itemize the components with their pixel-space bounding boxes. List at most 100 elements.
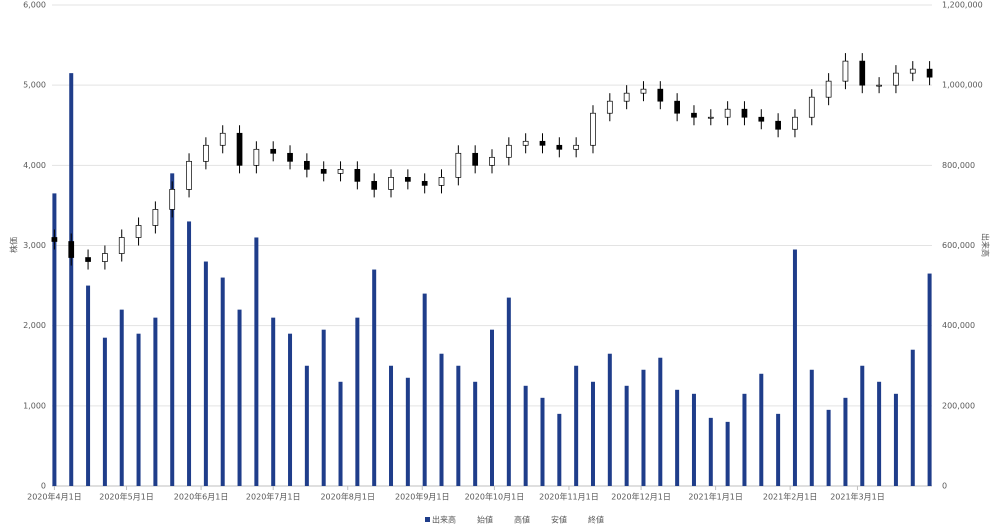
candle-body — [623, 92, 630, 102]
x-tick-label: 2020年10月1日 — [465, 492, 525, 502]
volume-bar — [405, 377, 410, 486]
volume-bar — [826, 409, 831, 486]
candle-body — [808, 96, 815, 118]
volume-bar — [893, 393, 898, 486]
candle-body — [320, 168, 327, 174]
volume-bar — [439, 353, 444, 486]
candle-body — [371, 181, 378, 190]
x-tick-label: 2020年5月1日 — [99, 492, 154, 502]
candle-body — [472, 152, 479, 166]
candle-body — [590, 112, 596, 146]
volume-bar — [119, 309, 124, 486]
volume-bar — [557, 413, 562, 486]
volume-bar — [304, 365, 309, 486]
y-tick-label: 6,000 — [23, 1, 46, 10]
candle-body — [236, 132, 243, 166]
volume-bar — [456, 365, 461, 486]
candle-body — [640, 88, 647, 94]
volume-bar — [506, 297, 511, 486]
volume-bar — [203, 261, 208, 486]
volume-bar — [523, 385, 528, 486]
volume-bar — [237, 309, 242, 486]
y2-tick-label: 1,200,000 — [942, 1, 983, 10]
y2-tick-label: 200,000 — [942, 401, 975, 410]
legend-label: 始値 — [477, 515, 493, 525]
volume-bar — [759, 373, 764, 486]
volume-bar — [372, 269, 377, 486]
x-tick-label: 2020年7月1日 — [246, 492, 301, 502]
candle-body — [556, 144, 563, 150]
y-tick-label: 2,000 — [23, 321, 46, 330]
volume-bar — [102, 337, 107, 486]
volume-bar — [422, 293, 427, 486]
candle-body — [337, 168, 344, 174]
candle-body — [893, 72, 899, 86]
legend-label: 終値 — [588, 515, 604, 525]
volume-bar — [927, 273, 932, 486]
volume-bar — [338, 381, 343, 486]
candle-body — [909, 68, 916, 74]
legend-swatch — [425, 517, 430, 522]
x-tick-label: 2020年12月1日 — [611, 492, 671, 502]
candle-body — [85, 257, 91, 262]
volume-bar — [675, 389, 680, 486]
candle-body — [522, 140, 529, 146]
volume-bar — [271, 317, 276, 486]
candle-body — [674, 100, 680, 114]
candle-body — [169, 189, 176, 210]
volume-bar — [254, 237, 259, 486]
volume-bar — [321, 329, 326, 486]
y2-tick-label: 1,000,000 — [942, 81, 983, 90]
y-tick-label: 1,000 — [23, 401, 46, 410]
legend-label: 出来高 — [432, 515, 456, 525]
y-tick-label: 0 — [41, 482, 46, 491]
candle-body — [118, 237, 125, 254]
volume-bar — [574, 365, 579, 486]
volume-bar — [153, 317, 158, 486]
x-tick-label: 2020年8月1日 — [320, 492, 375, 502]
legend-label: 安値 — [551, 515, 567, 525]
x-tick-label: 2021年1月1日 — [688, 492, 743, 502]
y-tick-label: 3,000 — [23, 241, 46, 250]
candle-body — [606, 100, 613, 114]
y2-axis-title: 出来高 — [981, 233, 991, 257]
candle-body — [455, 152, 462, 178]
x-tick-label: 2020年11月1日 — [539, 492, 599, 502]
volume-bar — [658, 357, 663, 486]
candle-body — [287, 152, 293, 162]
y2-tick-label: 400,000 — [942, 321, 975, 330]
x-tick-label: 2020年9月1日 — [395, 492, 450, 502]
volume-bar — [187, 221, 192, 486]
volume-bar — [792, 249, 797, 486]
candle-body — [741, 108, 748, 118]
candle-body — [573, 144, 580, 150]
volume-bar — [86, 285, 91, 486]
volume-bar — [288, 333, 293, 486]
candle-body — [825, 80, 832, 98]
candle-body — [859, 60, 866, 86]
volume-bar — [910, 349, 915, 486]
x-tick-label: 2021年2月1日 — [763, 492, 818, 502]
candle-body — [135, 225, 142, 238]
volume-bar — [170, 173, 175, 486]
candle-body — [186, 160, 192, 190]
volume-bar — [877, 381, 882, 486]
candle-body — [539, 140, 546, 146]
volume-bar — [136, 333, 141, 486]
volume-bar — [776, 413, 781, 486]
x-tick-label: 2020年4月1日 — [27, 492, 82, 502]
volume-bar — [641, 369, 646, 486]
candle-body — [505, 144, 512, 158]
volume-bar — [590, 381, 595, 486]
candle-body — [354, 168, 361, 182]
volume-bar — [540, 397, 545, 486]
candle-body — [438, 177, 445, 186]
y-tick-label: 5,000 — [23, 81, 46, 90]
candle-body — [253, 148, 260, 166]
candle-body — [404, 177, 411, 182]
volume-bar — [52, 193, 57, 486]
candle-body — [219, 132, 226, 146]
y2-tick-label: 0 — [942, 482, 947, 491]
